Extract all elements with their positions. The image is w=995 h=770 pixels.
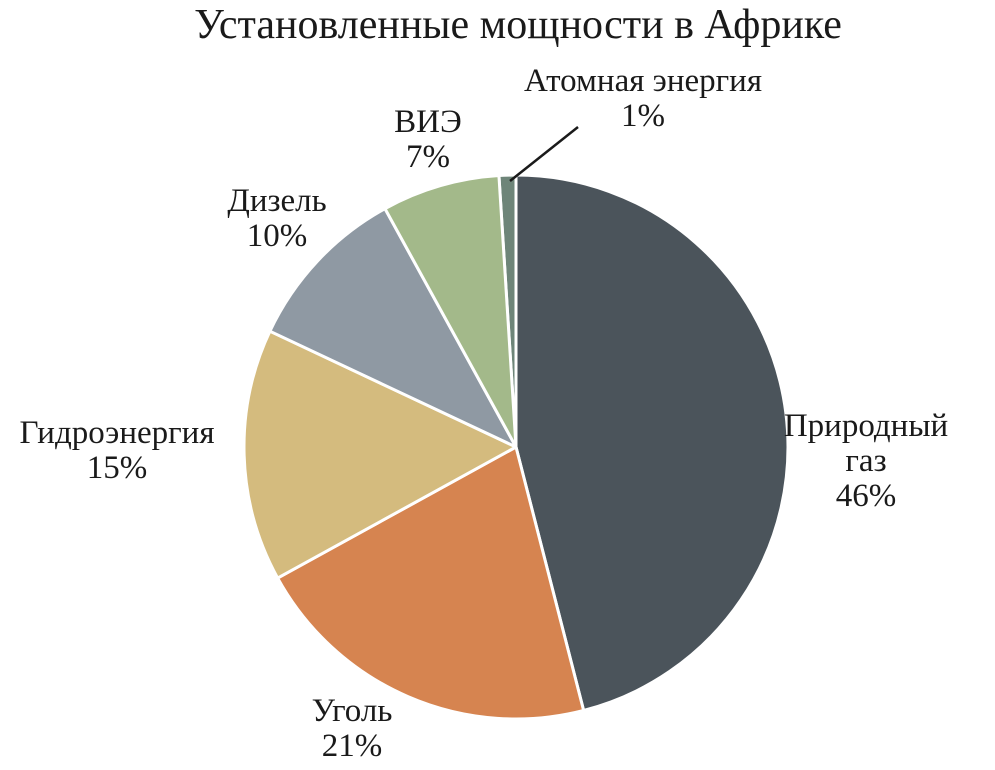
chart-title: Установленные мощности в Африке xyxy=(194,2,842,48)
slice-name-label: газ xyxy=(845,443,886,479)
slice-value-label: 10% xyxy=(247,218,308,254)
slice-label-5: Дизель 10% xyxy=(227,183,326,254)
slice-name-label: Атомная энергия xyxy=(524,63,762,99)
slice-name-label: Гидроэнергия xyxy=(19,415,214,451)
pie-slices xyxy=(242,173,790,721)
slice-value-label: 15% xyxy=(87,450,148,486)
slice-label-3: Уголь 21% xyxy=(312,693,393,764)
slice-name-label: Уголь xyxy=(312,693,393,729)
pie-slice-3 xyxy=(276,445,586,721)
slice-label-2: Природный газ 46% xyxy=(784,408,948,514)
slice-labels: Атомная энергия 1% Природный газ 46% Уголь 21%… xyxy=(19,63,948,764)
pie-slice-6 xyxy=(383,174,518,449)
slice-name-label: ВИЭ xyxy=(394,104,462,140)
slice-value-label: 7% xyxy=(406,139,450,175)
slice-label-4: Гидроэнергия 15% xyxy=(19,415,214,486)
slice-value-label: 46% xyxy=(836,478,897,514)
slice-name-label: Дизель xyxy=(227,183,326,219)
slice-value-label: 21% xyxy=(322,728,383,764)
pie-slice-4 xyxy=(242,329,518,580)
pie-slice-5 xyxy=(268,207,518,449)
slice-label-6: ВИЭ 7% xyxy=(394,104,462,175)
pie-slice-2 xyxy=(514,173,790,712)
leader-line xyxy=(509,126,579,182)
slice-label-1: Атомная энергия 1% xyxy=(524,63,762,134)
slice-value-label: 1% xyxy=(621,98,665,134)
slice-name-label: Природный xyxy=(784,408,948,444)
